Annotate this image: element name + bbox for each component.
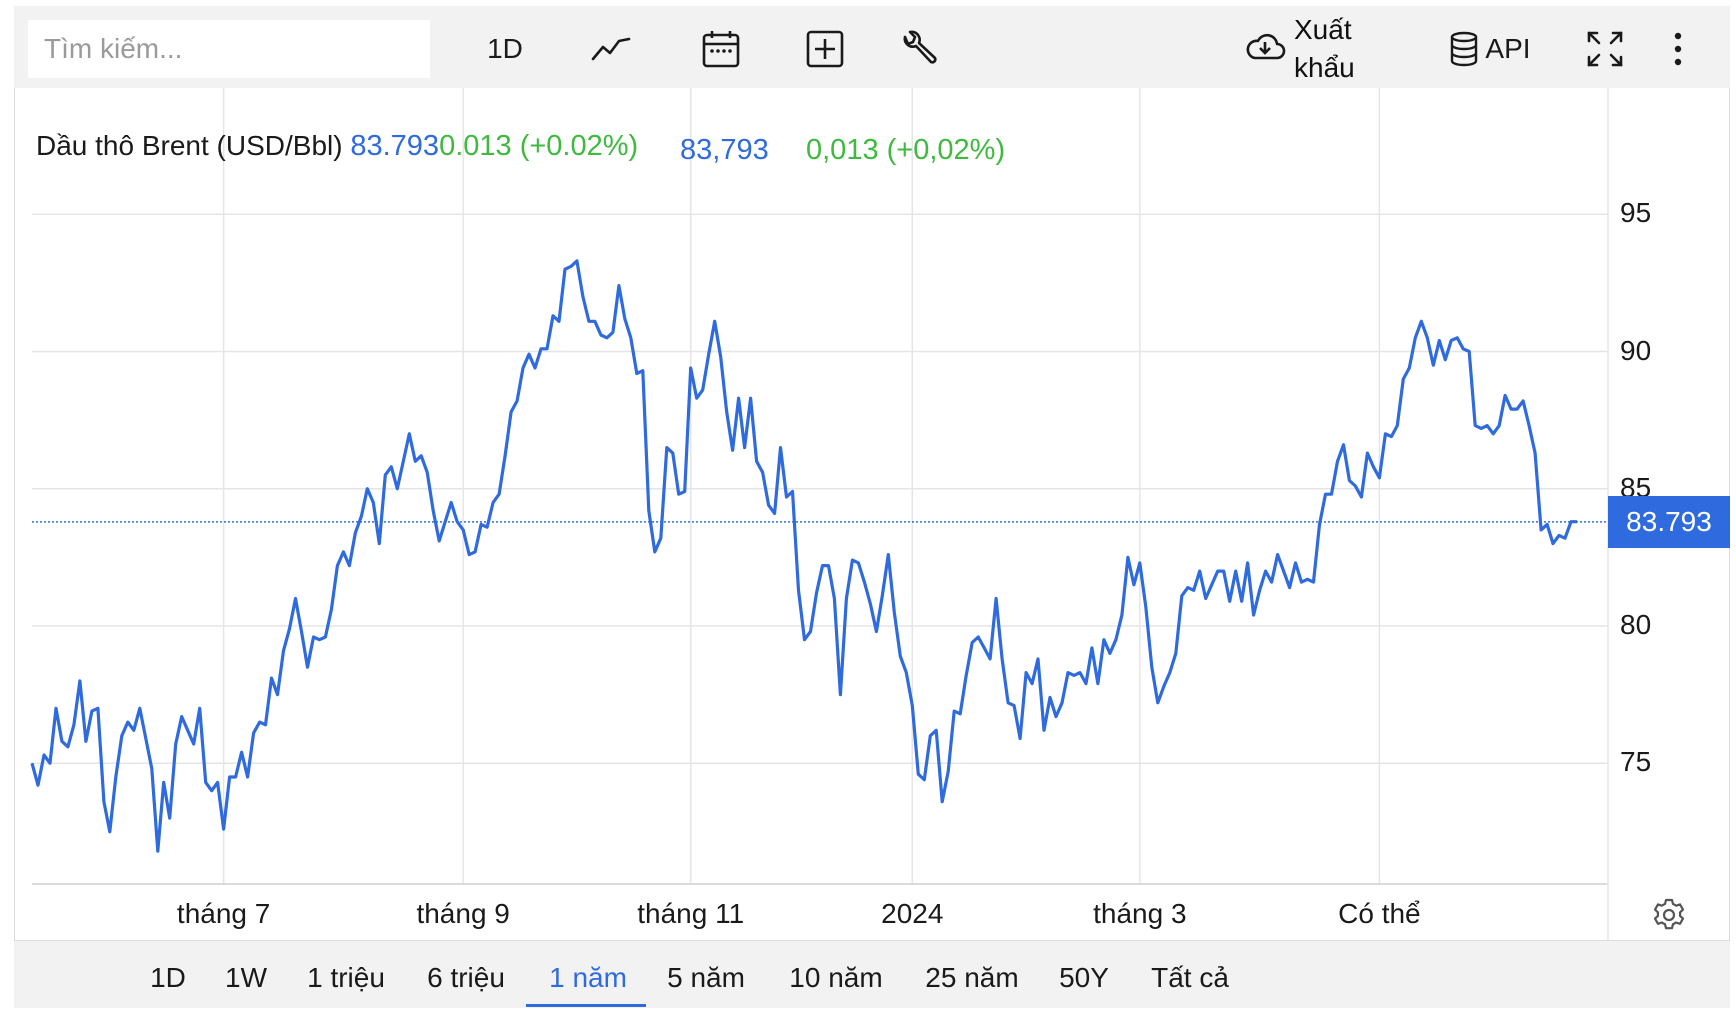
range-selector-bar bbox=[14, 940, 1730, 1008]
x-tick-label: tháng 9 bbox=[416, 898, 510, 929]
x-tick-label: tháng 3 bbox=[1093, 898, 1187, 929]
range-button[interactable]: 1 năm bbox=[549, 962, 627, 993]
legend-change-localized: 0,013 (+0,02%) bbox=[806, 134, 1006, 166]
more-vertical-icon bbox=[1673, 32, 1683, 66]
range-button[interactable]: 1D bbox=[150, 962, 186, 993]
chart-legend: Dầu thô Brent (USD/Bbl) 83.7930.013 (+0.… bbox=[36, 130, 1005, 166]
calendar-icon bbox=[701, 29, 741, 69]
chart-type-button[interactable] bbox=[580, 20, 642, 78]
search-input[interactable] bbox=[28, 20, 430, 78]
y-tick-label: 80 bbox=[1620, 608, 1652, 640]
more-menu-button[interactable] bbox=[1660, 20, 1696, 78]
interval-label: 1D bbox=[487, 33, 523, 64]
legend-price-localized: 83,793 bbox=[680, 134, 769, 166]
cloud-download-icon bbox=[1244, 30, 1286, 69]
chart-settings-button[interactable] bbox=[1644, 890, 1694, 940]
legend-price: 83.793 bbox=[350, 130, 440, 162]
y-tick-label: 95 bbox=[1620, 197, 1652, 229]
x-tick-label: tháng 7 bbox=[176, 898, 271, 929]
api-button[interactable]: API bbox=[1440, 20, 1540, 78]
range-button[interactable]: 10 năm bbox=[789, 962, 883, 993]
date-range-button[interactable] bbox=[690, 20, 752, 78]
series-line-brent bbox=[30, 259, 1577, 853]
legend-change: 0.013 (+0.02%) bbox=[439, 130, 639, 162]
range-button[interactable]: 6 triệu bbox=[427, 962, 505, 993]
range-button[interactable]: 1 triệu bbox=[307, 962, 385, 993]
line-chart-icon bbox=[591, 35, 631, 63]
range-button[interactable]: Tất cả bbox=[1151, 962, 1229, 993]
tools-button[interactable] bbox=[888, 20, 950, 78]
export-button[interactable]: Xuất khẩu bbox=[1244, 8, 1374, 90]
export-label: Xuất khẩu bbox=[1294, 14, 1355, 83]
chart-widget bbox=[14, 6, 1730, 1008]
y-tick-label: 75 bbox=[1620, 746, 1652, 778]
range-button[interactable]: 50Y bbox=[1059, 962, 1109, 993]
database-icon bbox=[1449, 31, 1479, 67]
fullscreen-icon bbox=[1585, 29, 1625, 69]
chart-grid bbox=[32, 88, 1608, 884]
legend-name: Dầu thô Brent (USD/Bbl) bbox=[36, 130, 343, 161]
last-price-tag: 83.793 bbox=[1608, 495, 1730, 548]
api-label: API bbox=[1485, 33, 1531, 64]
range-button[interactable]: 5 năm bbox=[667, 962, 745, 993]
range-button[interactable]: 1W bbox=[225, 962, 267, 993]
wrench-icon bbox=[899, 29, 939, 69]
interval-button[interactable]: 1D bbox=[470, 20, 540, 78]
y-tick-label: 90 bbox=[1620, 334, 1652, 366]
x-tick-label: tháng 11 bbox=[637, 898, 745, 929]
active-range-underline bbox=[526, 1004, 646, 1007]
add-indicator-button[interactable] bbox=[794, 20, 856, 78]
x-tick-label: 2024 bbox=[881, 898, 944, 929]
x-tick-label: Có thể bbox=[1338, 898, 1421, 929]
settings-gear-icon bbox=[1651, 897, 1687, 933]
range-button[interactable]: 25 năm bbox=[925, 962, 1019, 993]
fullscreen-button[interactable] bbox=[1580, 20, 1630, 78]
add-square-icon bbox=[805, 29, 845, 69]
